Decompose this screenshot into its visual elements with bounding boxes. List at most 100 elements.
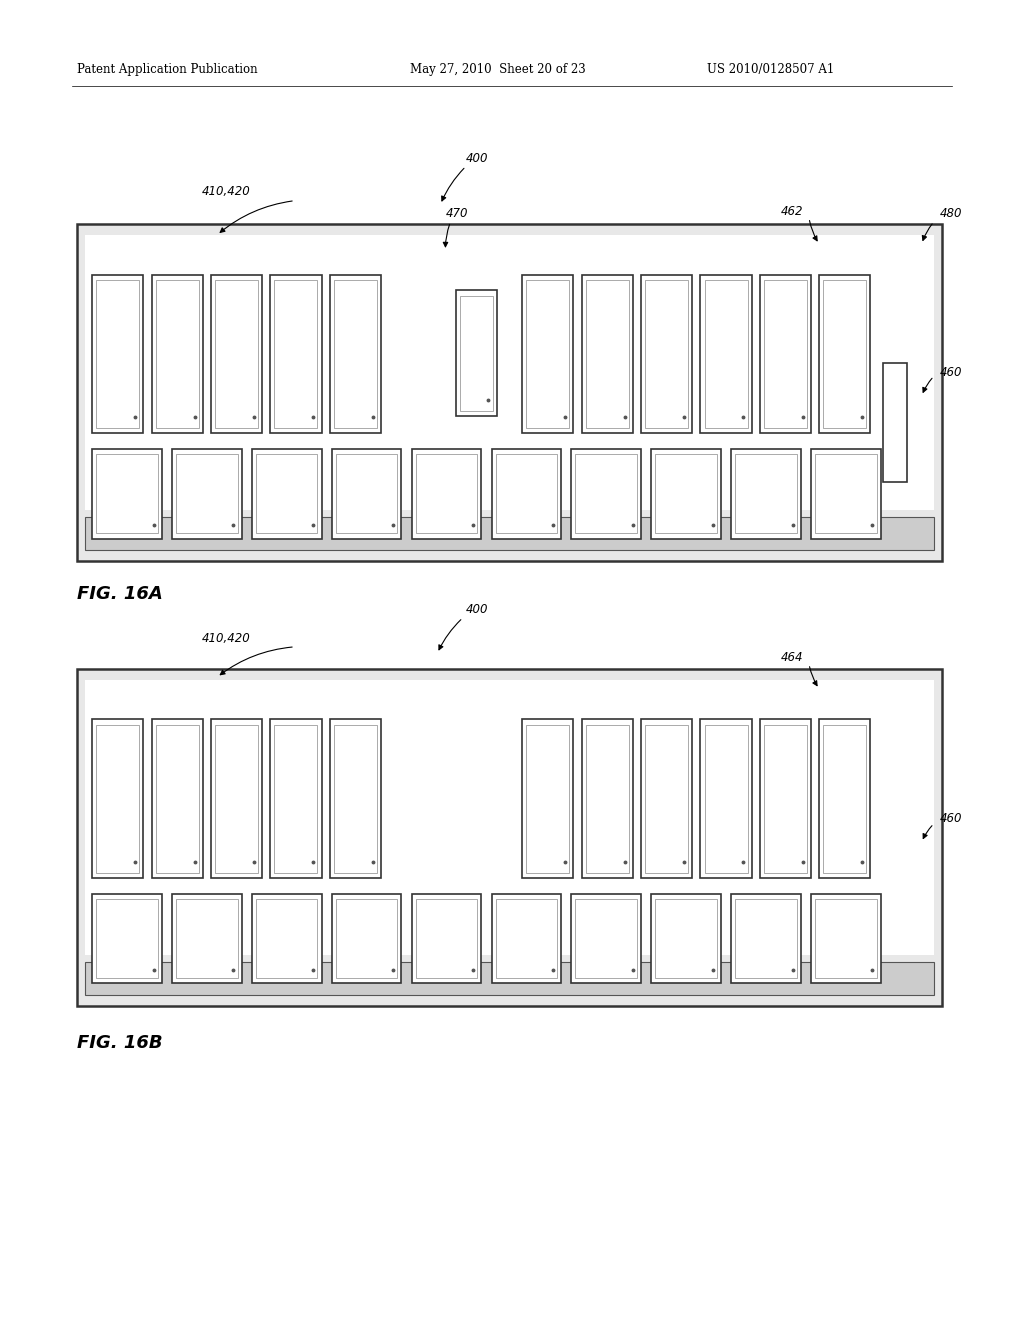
Bar [330, 719, 381, 878]
Bar [823, 280, 866, 428]
Text: 470: 470 [445, 207, 468, 220]
Bar [645, 725, 688, 873]
Text: 410,420: 410,420 [202, 185, 251, 198]
Bar [176, 454, 238, 533]
Bar [336, 454, 397, 533]
Bar [256, 899, 317, 978]
Bar [96, 454, 158, 533]
Text: FIG. 16B: FIG. 16B [77, 1034, 163, 1052]
Bar [819, 719, 870, 878]
Bar [582, 719, 633, 878]
Bar [412, 449, 481, 539]
Bar [651, 894, 721, 983]
Bar [215, 725, 258, 873]
Bar [700, 719, 752, 878]
Bar [96, 725, 139, 873]
Bar [819, 275, 870, 433]
Bar [270, 719, 322, 878]
Bar [700, 275, 752, 433]
Text: 480: 480 [940, 207, 963, 220]
Bar [522, 275, 573, 433]
Bar [92, 719, 143, 878]
Text: 460: 460 [940, 812, 963, 825]
Bar [571, 894, 641, 983]
Bar [416, 899, 477, 978]
Bar [211, 719, 262, 878]
Bar [172, 449, 242, 539]
Bar [456, 290, 497, 416]
Bar [252, 894, 322, 983]
Text: 410,420: 410,420 [202, 632, 251, 645]
Bar [705, 280, 748, 428]
Bar [152, 719, 203, 878]
Bar [492, 449, 561, 539]
Bar [85, 961, 934, 995]
Bar [152, 275, 203, 433]
Text: FIG. 16A: FIG. 16A [77, 585, 163, 603]
Bar [77, 669, 942, 1006]
Bar [731, 449, 801, 539]
Bar [416, 454, 477, 533]
Bar [92, 275, 143, 433]
Bar [412, 894, 481, 983]
Bar [496, 899, 557, 978]
Bar [586, 725, 629, 873]
Bar [156, 725, 199, 873]
Bar [274, 280, 317, 428]
Bar [492, 894, 561, 983]
Bar [575, 899, 637, 978]
Bar [655, 899, 717, 978]
Bar [571, 449, 641, 539]
Bar [705, 725, 748, 873]
Bar [334, 725, 377, 873]
Bar [92, 894, 162, 983]
Bar [651, 449, 721, 539]
Bar [96, 899, 158, 978]
Bar [460, 296, 493, 411]
Bar [760, 275, 811, 433]
Bar [641, 275, 692, 433]
Bar [735, 899, 797, 978]
Bar [586, 280, 629, 428]
Bar [575, 454, 637, 533]
Bar [526, 725, 569, 873]
Bar [176, 899, 238, 978]
Bar [77, 224, 942, 561]
Bar [330, 275, 381, 433]
Bar [252, 449, 322, 539]
Bar [760, 719, 811, 878]
Bar [96, 280, 139, 428]
Text: Patent Application Publication: Patent Application Publication [77, 63, 257, 77]
Bar [92, 449, 162, 539]
Bar [332, 449, 401, 539]
Bar [270, 275, 322, 433]
Bar [764, 725, 807, 873]
Bar [582, 275, 633, 433]
Bar [334, 280, 377, 428]
Bar [522, 719, 573, 878]
Text: May 27, 2010  Sheet 20 of 23: May 27, 2010 Sheet 20 of 23 [410, 63, 586, 77]
Bar [274, 725, 317, 873]
Text: US 2010/0128507 A1: US 2010/0128507 A1 [707, 63, 834, 77]
Bar [336, 899, 397, 978]
Bar [641, 719, 692, 878]
Bar [811, 894, 881, 983]
Text: 462: 462 [780, 205, 803, 218]
Bar [526, 280, 569, 428]
Bar [655, 454, 717, 533]
Bar [496, 454, 557, 533]
Bar [731, 894, 801, 983]
Bar [211, 275, 262, 433]
Bar [85, 517, 934, 550]
Bar [764, 280, 807, 428]
Text: 400: 400 [466, 152, 488, 165]
Bar [811, 449, 881, 539]
Bar [85, 680, 934, 954]
Text: 464: 464 [780, 651, 803, 664]
Bar [156, 280, 199, 428]
Bar [172, 894, 242, 983]
Bar [823, 725, 866, 873]
Bar [332, 894, 401, 983]
Bar [645, 280, 688, 428]
Bar [815, 454, 877, 533]
